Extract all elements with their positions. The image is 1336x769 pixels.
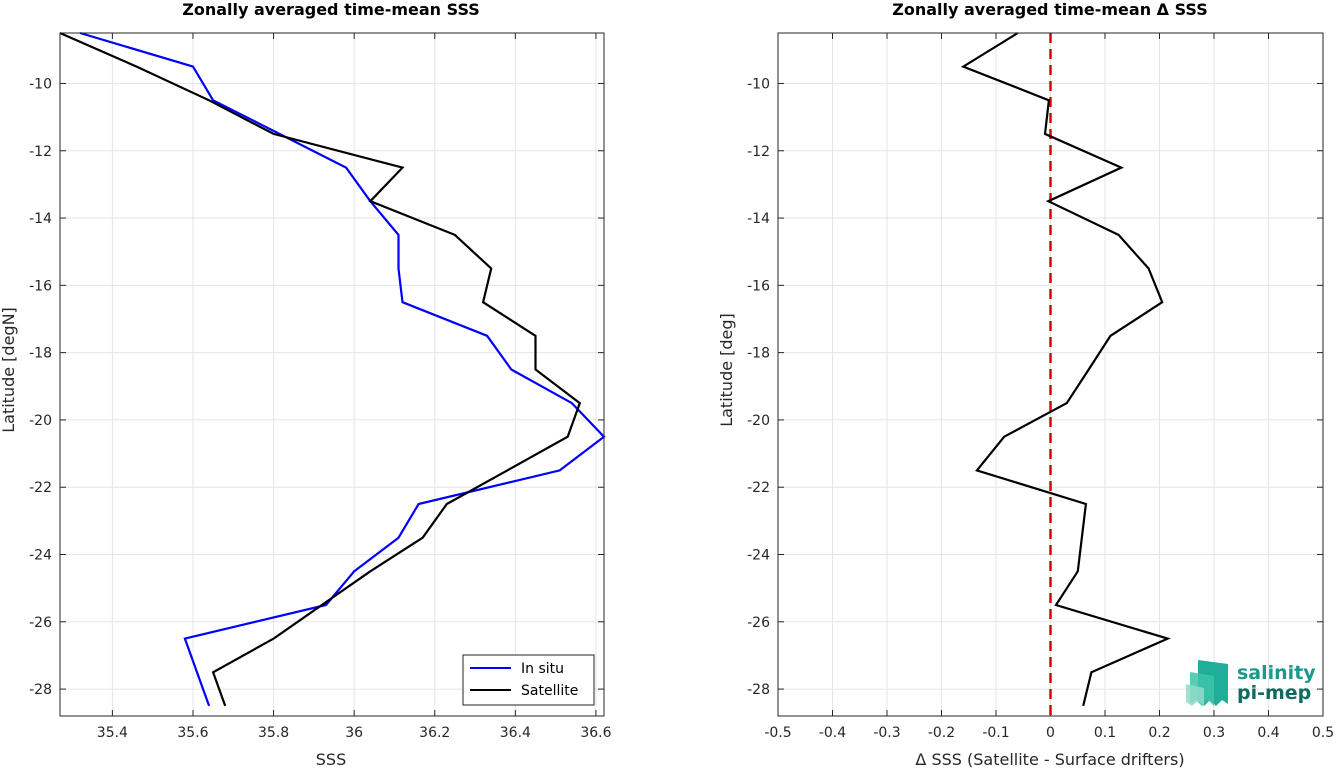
right-y-tick-label: -18 — [747, 346, 770, 362]
left-x-tick-label: 36.4 — [500, 725, 531, 741]
left-y-tick-label: -12 — [29, 144, 52, 160]
right-y-tick-label: -20 — [747, 413, 770, 429]
left-y-tick-label: -22 — [29, 480, 52, 496]
left-chart-panel: Zonally averaged time-mean SSS SSS Latit… — [0, 0, 612, 769]
right-y-tick-label: -24 — [747, 548, 770, 564]
left-x-tick-label: 35.8 — [258, 725, 289, 741]
right-chart-panel: Zonally averaged time-mean Δ SSS Δ SSS (… — [717, 0, 1334, 769]
right-x-tick-label: 0.4 — [1257, 725, 1279, 741]
left-axes-box — [59, 32, 605, 717]
right-x-tick-label: 0 — [1046, 725, 1055, 741]
right-x-tick-label: -0.2 — [928, 725, 955, 741]
right-x-tick-label: 0.5 — [1312, 725, 1334, 741]
right-y-tick-label: -14 — [747, 211, 770, 227]
right-x-tick-label: -0.5 — [764, 725, 791, 741]
right-x-tick-label: -0.4 — [819, 725, 846, 741]
left-x-tick-label: 35.6 — [177, 725, 208, 741]
legend-box — [462, 654, 595, 706]
right-y-tick-label: -10 — [747, 76, 770, 92]
right-y-tick-label: -12 — [747, 144, 770, 160]
left-grid — [60, 33, 604, 716]
right-chart-title: Zonally averaged time-mean Δ SSS — [892, 0, 1208, 19]
left-x-tick-label: 36.2 — [419, 725, 450, 741]
right-series-line-series-0 — [960, 32, 1171, 707]
right-y-tick-label: -16 — [747, 278, 770, 294]
right-y-tick-label: -22 — [747, 480, 770, 496]
logo-text-salinity: salinity — [1237, 662, 1316, 684]
left-y-tick-label: -28 — [29, 682, 52, 698]
left-y-tick-label: -26 — [29, 615, 52, 631]
legend-label-in-situ: In situ — [521, 661, 564, 677]
right-y-tick-label: -26 — [747, 615, 770, 631]
left-chart-legend: In situ Satellite — [462, 654, 595, 706]
left-x-tick-label: 36.6 — [580, 725, 611, 741]
wave-logo-icon — [1186, 660, 1228, 706]
left-y-tick-label: -24 — [29, 548, 52, 564]
right-y-tick-label: -28 — [747, 682, 770, 698]
right-x-tick-label: 0.3 — [1203, 725, 1225, 741]
legend-label-satellite: Satellite — [521, 683, 578, 699]
salinity-pi-mep-logo: salinity pi-mep — [1186, 660, 1316, 706]
left-chart-x-axis-label: SSS — [316, 750, 346, 769]
left-plot-background — [60, 33, 604, 716]
left-x-tick-label: 35.4 — [97, 725, 128, 741]
right-x-tick-label: 0.1 — [1094, 725, 1116, 741]
right-x-tick-label: 0.2 — [1148, 725, 1170, 741]
left-y-tick-label: -16 — [29, 278, 52, 294]
right-chart-y-axis-label: Latitude [deg] — [717, 313, 736, 427]
right-axes-box — [777, 32, 1324, 717]
left-y-tick-label: -10 — [29, 76, 52, 92]
left-series-line-in-situ — [79, 31, 606, 707]
left-y-tick-label: -18 — [29, 346, 52, 362]
logo-text-pi-mep: pi-mep — [1237, 682, 1311, 704]
right-x-tick-label: -0.3 — [873, 725, 900, 741]
left-chart-title: Zonally averaged time-mean SSS — [182, 0, 480, 19]
right-chart-x-axis-label: Δ SSS (Satellite - Surface drifters) — [915, 750, 1184, 769]
left-chart-y-axis-label: Latitude [degN] — [0, 307, 18, 433]
left-y-tick-label: -20 — [29, 413, 52, 429]
left-x-tick-label: 36 — [345, 725, 363, 741]
left-y-tick-label: -14 — [29, 211, 52, 227]
right-x-tick-label: -0.1 — [982, 725, 1009, 741]
left-series-line-satellite — [59, 31, 582, 707]
